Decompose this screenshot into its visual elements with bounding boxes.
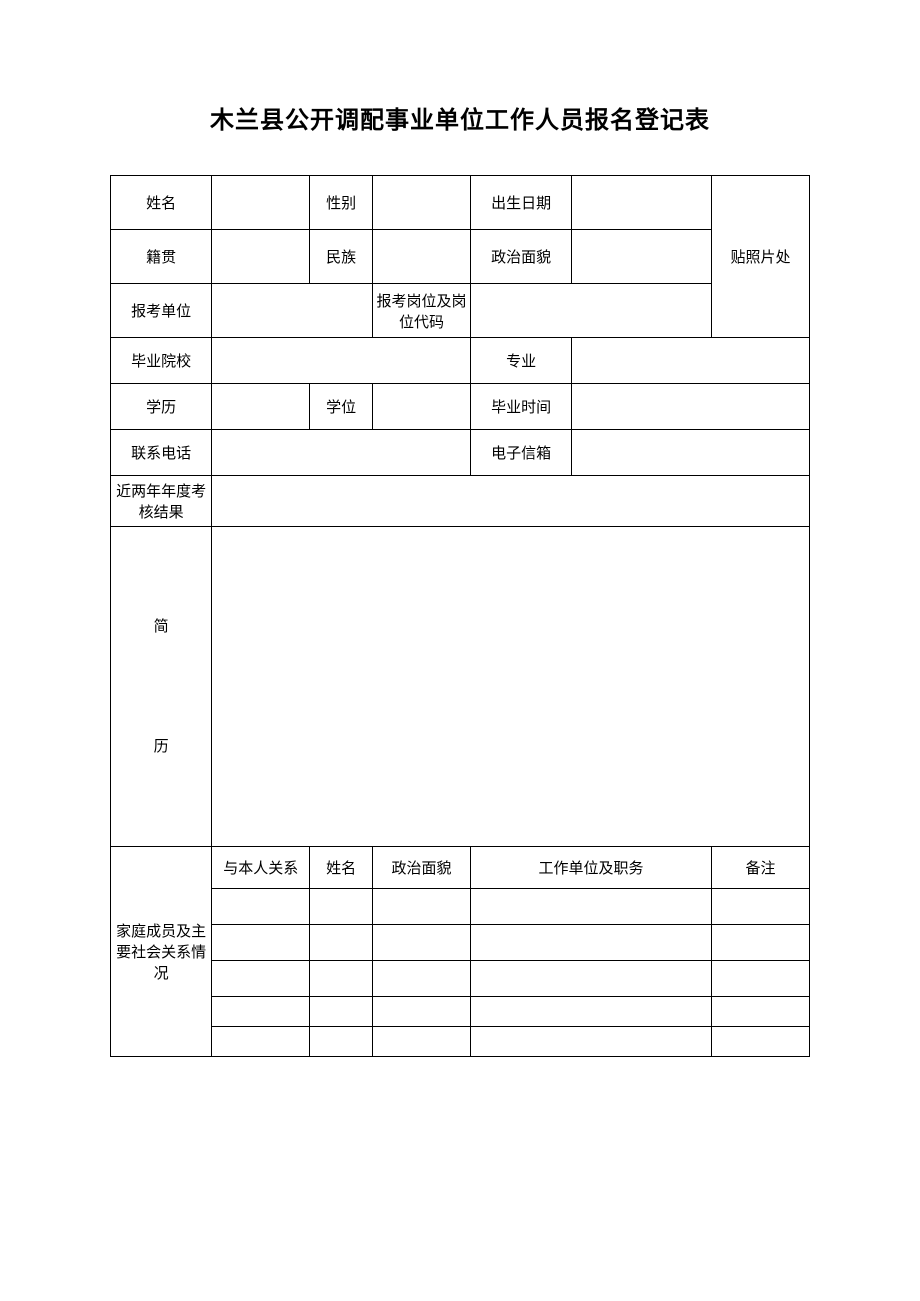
label-email: 电子信箱 [470, 430, 571, 476]
value-name [212, 176, 310, 230]
label-resume-2: 历 [154, 739, 169, 755]
value-origin [212, 230, 310, 284]
label-resume-1: 简 [154, 619, 169, 635]
label-relation: 与本人关系 [212, 847, 310, 889]
value-phone [212, 430, 471, 476]
value-degree [373, 384, 471, 430]
family-row [310, 997, 373, 1027]
value-resume [212, 527, 810, 847]
family-row [470, 925, 711, 961]
label-workunit: 工作单位及职务 [470, 847, 711, 889]
family-row [470, 961, 711, 997]
label-applyposition: 报考岗位及岗位代码 [373, 284, 471, 338]
value-applyunit [212, 284, 373, 338]
family-row [712, 1027, 810, 1057]
label-phone: 联系电话 [111, 430, 212, 476]
value-review [212, 476, 810, 527]
label-birthdate: 出生日期 [470, 176, 571, 230]
label-family: 家庭成员及主要社会关系情况 [111, 847, 212, 1057]
family-row [373, 961, 471, 997]
label-school: 毕业院校 [111, 338, 212, 384]
label-name: 姓名 [111, 176, 212, 230]
label-major: 专业 [470, 338, 571, 384]
value-political [572, 230, 712, 284]
value-applyposition [470, 284, 711, 338]
photo-area: 贴照片处 [712, 176, 810, 338]
label-ethnicity: 民族 [310, 230, 373, 284]
label-origin: 籍贯 [111, 230, 212, 284]
value-email [572, 430, 810, 476]
label-gender: 性别 [310, 176, 373, 230]
page-title: 木兰县公开调配事业单位工作人员报名登记表 [110, 100, 810, 135]
label-remark: 备注 [712, 847, 810, 889]
label-degree: 学位 [310, 384, 373, 430]
registration-table: 姓名 性别 出生日期 贴照片处 籍贯 民族 政治面貌 报考单位 报考岗位及岗位代… [110, 175, 810, 1057]
family-row [470, 1027, 711, 1057]
family-row [470, 997, 711, 1027]
family-row [373, 925, 471, 961]
label-fname: 姓名 [310, 847, 373, 889]
label-political: 政治面貌 [470, 230, 571, 284]
label-education: 学历 [111, 384, 212, 430]
family-row [373, 1027, 471, 1057]
label-gradtime: 毕业时间 [470, 384, 571, 430]
family-row [310, 961, 373, 997]
family-row [712, 997, 810, 1027]
family-row [212, 997, 310, 1027]
value-birthdate [572, 176, 712, 230]
value-ethnicity [373, 230, 471, 284]
value-gradtime [572, 384, 810, 430]
family-row [712, 961, 810, 997]
label-review: 近两年年度考核结果 [111, 476, 212, 527]
family-row [212, 961, 310, 997]
family-row [310, 1027, 373, 1057]
value-education [212, 384, 310, 430]
value-major [572, 338, 810, 384]
label-applyunit: 报考单位 [111, 284, 212, 338]
family-row [373, 889, 471, 925]
family-row [212, 1027, 310, 1057]
family-row [212, 889, 310, 925]
family-row [712, 925, 810, 961]
label-resume: 简 历 [111, 527, 212, 847]
value-school [212, 338, 471, 384]
value-gender [373, 176, 471, 230]
family-row [373, 997, 471, 1027]
family-row [470, 889, 711, 925]
family-row [310, 889, 373, 925]
label-fpolitical: 政治面貌 [373, 847, 471, 889]
family-row [212, 925, 310, 961]
family-row [712, 889, 810, 925]
family-row [310, 925, 373, 961]
